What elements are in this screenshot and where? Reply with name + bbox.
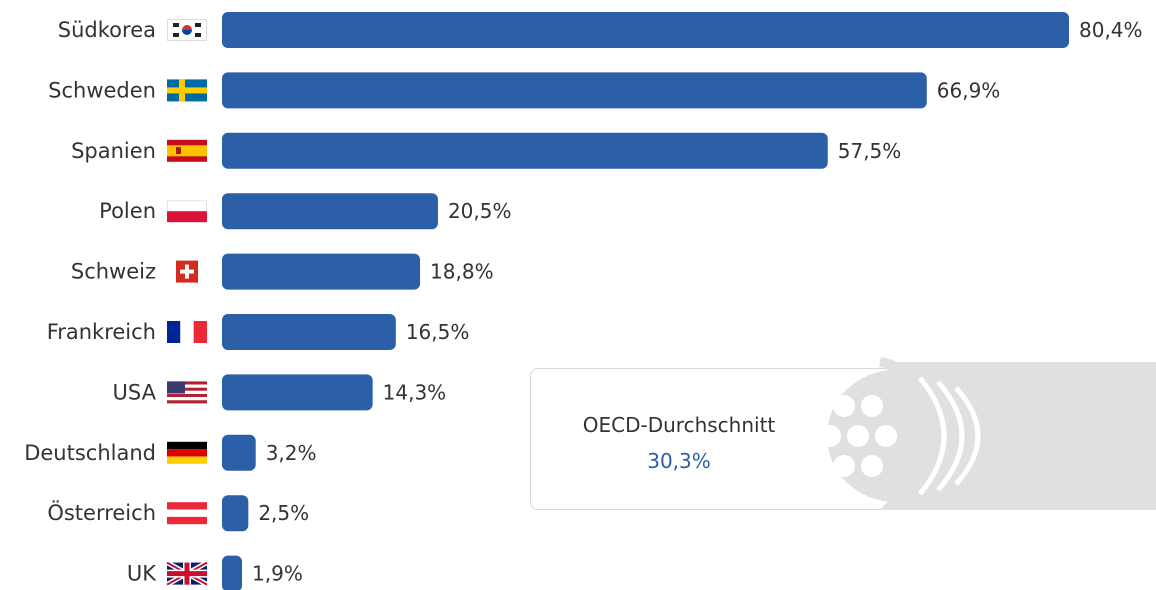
bar (222, 193, 438, 230)
fiber-cable-icon (819, 357, 1156, 510)
bar-row: Polen 20,5% (99, 193, 512, 230)
oecd-average-title: OECD-Durchschnitt (582, 413, 776, 437)
bar (222, 374, 373, 411)
value-label: 66,9% (937, 78, 1001, 102)
usa-flag-icon (167, 381, 207, 404)
category-label: Schweiz (71, 260, 156, 284)
bar-row: Spanien 57,5% (71, 132, 902, 169)
value-label: 16,5% (406, 320, 470, 344)
value-label: 14,3% (383, 380, 447, 404)
bar-row: Südkorea 80,4% (58, 12, 1143, 48)
value-label: 18,8% (430, 260, 494, 284)
category-label: USA (113, 380, 157, 404)
value-label: 20,5% (448, 199, 512, 223)
bar-row: Schweden 66,9% (48, 72, 1001, 109)
category-label: Südkorea (58, 18, 156, 42)
switzerland-flag-icon (176, 260, 198, 283)
value-label: 57,5% (838, 139, 902, 163)
bar-row: Österreich 2,5% (47, 495, 309, 532)
value-label: 2,5% (258, 501, 309, 525)
poland-flag-icon (167, 200, 207, 223)
category-label: Deutschland (24, 441, 156, 465)
south-korea-flag-icon (167, 19, 207, 41)
oecd-average-value: 30,3% (647, 449, 711, 473)
bar (222, 72, 927, 109)
spain-flag-icon (167, 139, 207, 162)
category-label: UK (127, 562, 157, 586)
category-label: Schweden (48, 78, 156, 102)
value-label: 1,9% (252, 562, 303, 586)
bar-row: Schweiz 18,8% (71, 253, 494, 290)
bar-row: Frankreich 16,5% (47, 314, 470, 350)
bar (222, 495, 249, 532)
bar-row: Deutschland 3,2% (24, 434, 317, 471)
bar (222, 132, 828, 169)
bar-row: USA 14,3% (113, 374, 447, 411)
category-label: Polen (99, 199, 156, 223)
value-label: 80,4% (1079, 18, 1143, 42)
bar-row: UK 1,9% (127, 555, 303, 590)
category-label: Österreich (47, 500, 156, 525)
value-label: 3,2% (266, 441, 317, 465)
bar (222, 12, 1069, 48)
bar (222, 253, 421, 290)
bar (222, 555, 243, 590)
bar (222, 314, 396, 350)
sweden-flag-icon (167, 79, 207, 102)
austria-flag-icon (167, 502, 207, 525)
france-flag-icon (167, 321, 207, 343)
bar (222, 434, 256, 471)
uk-flag-icon (165, 560, 209, 587)
germany-flag-icon (167, 441, 207, 464)
category-label: Spanien (71, 139, 156, 163)
category-label: Frankreich (47, 320, 156, 344)
